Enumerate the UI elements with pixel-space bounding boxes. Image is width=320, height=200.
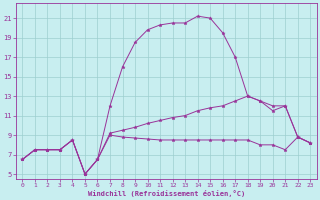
X-axis label: Windchill (Refroidissement éolien,°C): Windchill (Refroidissement éolien,°C) xyxy=(88,190,245,197)
